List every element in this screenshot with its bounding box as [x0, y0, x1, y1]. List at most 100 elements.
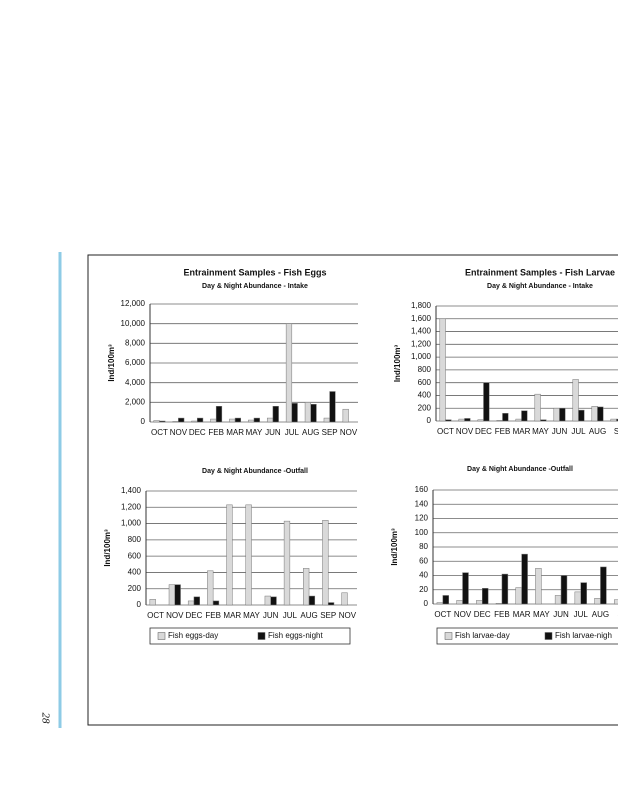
- x-tick-label: MAR: [226, 428, 244, 437]
- x-tick-label: OCT: [434, 610, 451, 619]
- bar: [329, 391, 336, 423]
- bar: [168, 584, 176, 606]
- bar: [534, 393, 541, 422]
- bar: [535, 568, 542, 605]
- chart: Day & Night Abundance -Outfall Ind/100m³ 0…: [390, 466, 618, 645]
- bar: [187, 600, 195, 606]
- x-tick-label: NOV: [166, 611, 184, 620]
- bar: [159, 420, 166, 423]
- x-tick-label: NOV: [454, 610, 472, 619]
- bar: [191, 420, 198, 423]
- bar: [327, 602, 335, 606]
- x-tick-label: NOV: [456, 427, 474, 436]
- bar: [310, 404, 317, 423]
- bar: [613, 599, 618, 605]
- legend-swatch: [257, 632, 266, 640]
- bar: [456, 600, 463, 605]
- bar: [439, 318, 446, 422]
- y-tick-label: 1,000: [121, 519, 142, 528]
- bar: [291, 403, 298, 423]
- bar: [515, 587, 522, 605]
- bar: [308, 595, 316, 606]
- bar: [272, 406, 279, 423]
- y-axis-label: Ind/100m³: [393, 344, 402, 382]
- x-tick-label: JUL: [283, 611, 298, 620]
- x-tick-label: SEP: [320, 611, 336, 620]
- chart-subtitle: Day & Night Abundance -Outfall: [467, 466, 573, 473]
- x-tick-label: AUG: [592, 610, 609, 619]
- x-tick-label: FEB: [208, 428, 224, 437]
- x-tick-label: NOV: [340, 428, 358, 437]
- chart-subtitle: Day & Night Abundance -Outfall: [202, 468, 308, 475]
- bar: [540, 419, 547, 422]
- bar: [212, 600, 220, 606]
- legend-box: [436, 627, 618, 645]
- bar: [578, 409, 585, 422]
- bar: [323, 417, 330, 423]
- chart-title: Entrainment Samples - Fish Eggs: [183, 267, 326, 277]
- bar: [264, 595, 271, 606]
- x-tick-label: SEP: [322, 428, 338, 437]
- chart-subtitle: Day & Night Abundance - Intake: [487, 283, 593, 290]
- x-tick-label: MAR: [223, 611, 241, 620]
- bar: [445, 419, 452, 422]
- y-axis-label: Ind/100m³: [107, 344, 116, 382]
- chart: Entrainment Samples - Fish Larvae Day & N…: [393, 267, 618, 436]
- y-tick-label: 0: [424, 599, 429, 608]
- page-number: 28: [39, 713, 51, 725]
- legend-swatch: [157, 632, 166, 640]
- x-tick-label: JUL: [571, 427, 586, 436]
- x-tick-label: NOV: [170, 428, 188, 437]
- bar: [521, 410, 528, 422]
- x-tick-label: DEC: [475, 427, 492, 436]
- bar: [149, 599, 156, 606]
- y-tick-label: 2,000: [125, 397, 146, 406]
- bar: [215, 406, 223, 423]
- y-tick-label: 800: [418, 365, 432, 374]
- y-tick-label: 600: [418, 378, 432, 387]
- bar: [193, 596, 200, 606]
- bar: [304, 402, 311, 423]
- bar: [207, 570, 214, 606]
- x-tick-label: JUN: [263, 611, 279, 620]
- x-tick-label: JUN: [552, 427, 568, 436]
- bar: [303, 568, 310, 606]
- bar: [178, 417, 185, 423]
- y-tick-label: 80: [419, 542, 428, 551]
- bar: [502, 413, 509, 422]
- legend-box: [149, 627, 351, 645]
- bar: [341, 592, 348, 606]
- x-tick-label: OCT: [147, 611, 164, 620]
- legend-label: Fish larvae-nigh: [555, 631, 612, 640]
- bar: [342, 408, 349, 423]
- x-tick-label: AUG: [302, 428, 319, 437]
- bar: [234, 417, 242, 423]
- y-tick-label: 400: [418, 391, 432, 400]
- x-tick-label: NOV: [339, 611, 357, 620]
- bar: [462, 572, 469, 605]
- chart-title: Entrainment Samples - Fish Larvae: [465, 267, 615, 277]
- bar: [285, 323, 293, 423]
- bar: [591, 406, 598, 422]
- y-tick-label: 1,800: [411, 301, 432, 310]
- bar: [554, 595, 562, 605]
- y-tick-label: 600: [128, 551, 142, 560]
- x-tick-label: MAR: [513, 610, 531, 619]
- y-tick-label: 10,000: [121, 319, 146, 328]
- x-tick-label: MAY: [532, 427, 549, 436]
- bar: [597, 406, 604, 422]
- y-tick-label: 4,000: [125, 378, 146, 387]
- bar: [253, 417, 260, 423]
- bar: [572, 379, 579, 422]
- bar: [501, 573, 509, 605]
- x-tick-label: AUG: [300, 611, 317, 620]
- y-tick-label: 160: [415, 485, 429, 494]
- x-tick-label: MAY: [533, 610, 550, 619]
- bar: [477, 419, 484, 422]
- x-tick-label: OCT: [151, 428, 168, 437]
- y-tick-label: 0: [137, 600, 142, 609]
- bar: [226, 504, 233, 606]
- x-tick-label: JUL: [285, 428, 300, 437]
- bar: [600, 566, 607, 605]
- bar: [521, 553, 528, 605]
